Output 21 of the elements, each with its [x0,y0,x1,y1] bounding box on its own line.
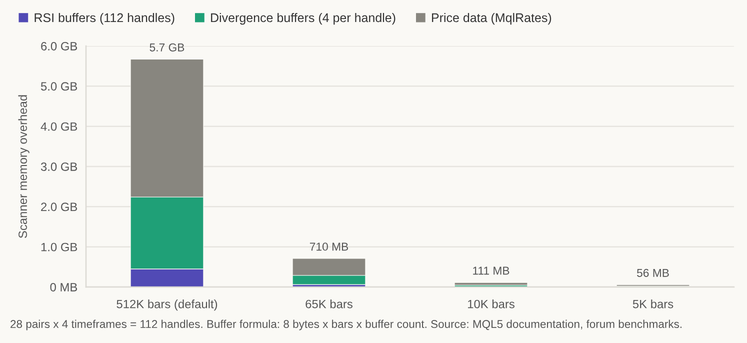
y-tick-label: 2.0 GB [41,202,78,212]
text: 28 pairs x 4 timeframes = 112 handles. Buffer formula: 8 bytes x bars x buffer count. Source: MQL5 documentation, forum benchmarks. [10,320,682,330]
x-tick-label: 10K bars [468,300,514,308]
y-tick-label: 6.0 GB [41,42,78,50]
total-label: 5.7 GB [150,43,184,52]
y-tick-label: 3.0 GB [40,162,78,171]
total-label: 710 MB [310,242,348,251]
y-axis-title: Scanner memory overhead [18,95,30,238]
total-label: 56 MB [637,268,669,277]
legend-label: Divergence buffers (4 per handle) [211,12,396,25]
x-tick-label: 5K bars [632,300,674,308]
legend-label: RSI buffers (112 handles) [34,12,174,25]
y-tick-label: 5.0 GB [40,82,78,91]
total-label: 111 MB [473,266,510,275]
y-tick-label: 0 MB [50,282,78,292]
x-tick-label: 65K bars [306,300,352,308]
x-tick-label: 512K bars (default) [116,300,218,311]
y-tick-label: 4.0 GB [40,122,78,131]
y-tick-label: 1.0 GB [41,242,78,252]
bar [454,282,528,286]
legend-label: Price data (MqlRates) [432,12,552,25]
